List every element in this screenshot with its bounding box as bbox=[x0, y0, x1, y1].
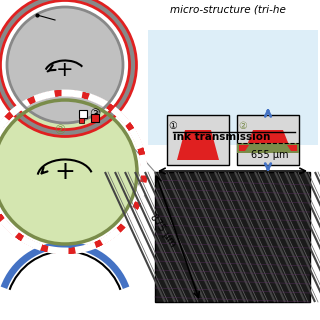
Bar bbox=[79, 110, 87, 118]
Text: ①: ① bbox=[169, 121, 177, 131]
Polygon shape bbox=[287, 145, 297, 151]
Polygon shape bbox=[247, 130, 289, 145]
Circle shape bbox=[0, 100, 137, 244]
Text: ②: ② bbox=[54, 124, 66, 137]
Text: ③: ③ bbox=[89, 108, 100, 121]
Text: ②: ② bbox=[239, 121, 247, 131]
Text: +: + bbox=[55, 160, 76, 184]
Bar bbox=[167, 115, 229, 165]
Bar bbox=[237, 143, 299, 153]
Bar bbox=[155, 172, 310, 302]
Polygon shape bbox=[148, 30, 318, 145]
Text: 875 μm: 875 μm bbox=[148, 212, 178, 248]
Bar bbox=[91, 114, 99, 122]
Circle shape bbox=[7, 7, 123, 123]
Polygon shape bbox=[239, 145, 249, 151]
Text: micro-structure (tri-he: micro-structure (tri-he bbox=[170, 4, 286, 14]
Bar bbox=[237, 115, 299, 165]
Text: 655 μm: 655 μm bbox=[251, 150, 289, 160]
Text: ink transmission: ink transmission bbox=[173, 132, 270, 142]
Polygon shape bbox=[177, 130, 219, 160]
Bar bbox=[79, 118, 84, 123]
Text: +: + bbox=[56, 60, 74, 80]
